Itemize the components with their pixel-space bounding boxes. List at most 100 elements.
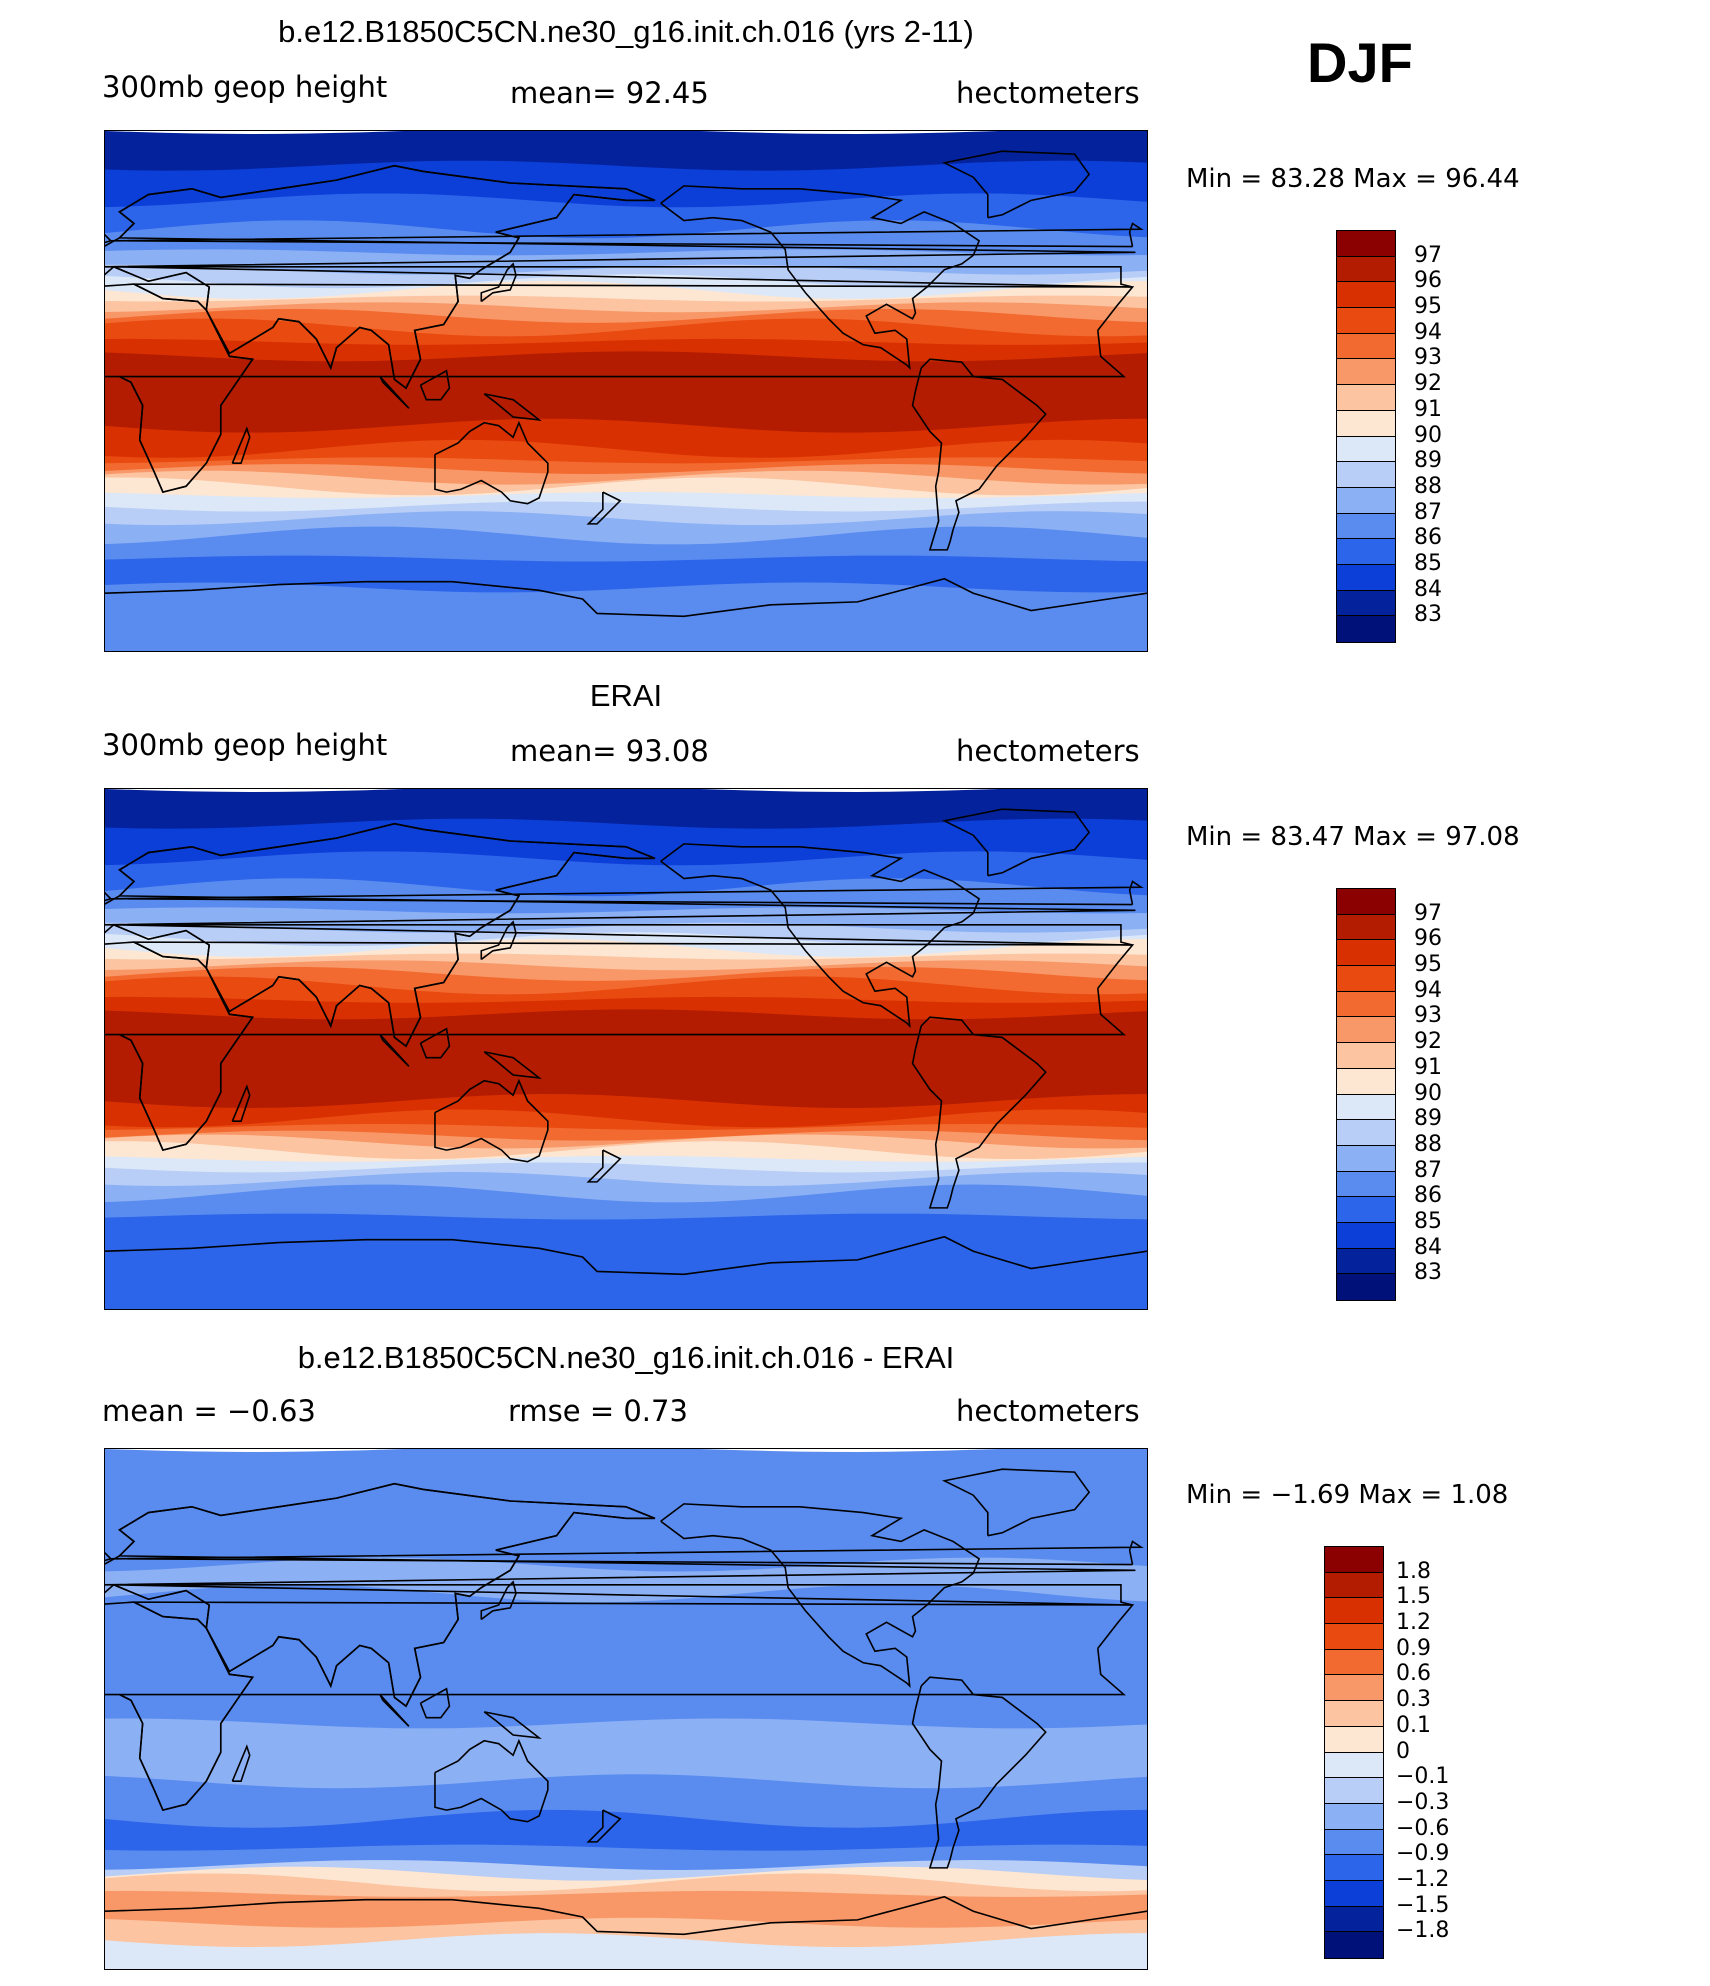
colorbar-swatch xyxy=(1324,1597,1384,1625)
colorbar-swatch xyxy=(1336,563,1396,592)
colorbar-swatch xyxy=(1336,1144,1396,1173)
colorbar-label: 1.8 xyxy=(1396,1558,1431,1584)
coastline xyxy=(105,1601,255,1812)
coastline xyxy=(660,1503,981,1689)
colorbar-label: 91 xyxy=(1414,1054,1442,1080)
coastline xyxy=(434,1078,549,1163)
colorbar-swatch xyxy=(1336,1016,1396,1044)
coastline xyxy=(110,880,1144,906)
coastline xyxy=(110,222,1144,248)
colorbar-swatch xyxy=(1336,1042,1396,1070)
colorbar-swatch xyxy=(1324,1725,1384,1753)
panel-1-map xyxy=(104,130,1148,652)
colorbar-swatch xyxy=(1336,1119,1396,1147)
coastline xyxy=(105,941,255,1152)
colorbar-swatch xyxy=(1336,913,1396,941)
coastline xyxy=(105,1482,656,1708)
colorbar-swatch xyxy=(1336,409,1396,437)
colorbar-swatch xyxy=(1336,230,1396,258)
coastline xyxy=(480,920,517,961)
colorbar-label: 95 xyxy=(1414,952,1442,978)
coastline xyxy=(941,808,1091,877)
coastline xyxy=(941,150,1091,219)
colorbar-swatch xyxy=(1336,332,1396,360)
coastline xyxy=(480,262,517,303)
colorbar-swatch xyxy=(1336,255,1396,283)
coastline xyxy=(660,843,981,1029)
colorbar-label: 88 xyxy=(1414,1131,1442,1157)
coastline xyxy=(911,358,1047,551)
colorbar-label: 1.5 xyxy=(1396,1584,1431,1610)
colorbar-label: 94 xyxy=(1414,977,1442,1003)
contour-band xyxy=(105,1240,1147,1309)
colorbar-label: 94 xyxy=(1414,319,1442,345)
colorbar-label: 85 xyxy=(1414,550,1442,576)
colorbar-swatch xyxy=(1336,512,1396,540)
colorbar-label: 91 xyxy=(1414,396,1442,422)
coastline xyxy=(105,283,255,494)
colorbar-swatch xyxy=(1336,1221,1396,1250)
coastline xyxy=(231,1084,251,1123)
panel-1-colorbar: 97 96 95 94 93 92 91 90 89 88 87 86 85 84 83 xyxy=(1336,230,1442,643)
panel-3-units-label: hectometers xyxy=(956,1394,1140,1428)
colorbar-swatch xyxy=(1324,1571,1384,1599)
colorbar-swatch xyxy=(1324,1623,1384,1651)
contour-band xyxy=(105,1648,1147,1734)
panel-3-colorbar: 1.8 1.5 1.2 0.9 0.6 0.3 0.1 0 −0.1 −0.3 −0.6 −0.9 −1… xyxy=(1324,1546,1449,1959)
colorbar-label: 95 xyxy=(1414,294,1442,320)
colorbar-swatch xyxy=(1336,888,1396,916)
colorbar-label: 87 xyxy=(1414,1157,1442,1183)
colorbar-label: 97 xyxy=(1414,900,1442,926)
colorbar-swatch xyxy=(1324,1674,1384,1702)
panel-3-map xyxy=(104,1448,1148,1970)
colorbar-swatch xyxy=(1324,1879,1384,1908)
panel-1-mean-label: mean= 92.45 xyxy=(510,76,709,110)
colorbar-label: 0.3 xyxy=(1396,1687,1431,1713)
contour-band xyxy=(105,1449,1147,1540)
colorbar-swatch xyxy=(1336,589,1396,617)
colorbar-swatch xyxy=(1324,1700,1384,1728)
coastline xyxy=(419,1027,451,1059)
colorbar-label: 87 xyxy=(1414,499,1442,525)
coastline xyxy=(483,1711,542,1739)
colorbar-label: −1.2 xyxy=(1396,1866,1450,1892)
colorbar-label: 96 xyxy=(1414,926,1442,952)
contour-band xyxy=(105,1774,1147,1829)
colorbar-swatch xyxy=(1336,1273,1396,1301)
contour-band xyxy=(105,1917,1147,1951)
colorbar-label: 0.6 xyxy=(1396,1661,1431,1687)
colorbar-swatch xyxy=(1336,1093,1396,1121)
panel-1-min-max: Min = 83.28 Max = 96.44 xyxy=(1186,164,1520,194)
colorbar-swatch xyxy=(1336,281,1396,309)
coastline xyxy=(105,822,656,1048)
coastline xyxy=(231,426,251,465)
contour-band xyxy=(105,1718,1147,1792)
colorbar-swatch xyxy=(1336,461,1396,489)
colorbar-swatch xyxy=(1336,538,1396,566)
coastline xyxy=(419,369,451,401)
contour-band xyxy=(105,1890,1147,1933)
coastline xyxy=(911,1676,1047,1869)
colorbar-label: 0 xyxy=(1396,1738,1410,1764)
panel-3-min-max: Min = −1.69 Max = 1.08 xyxy=(1186,1480,1509,1510)
coastline xyxy=(379,1034,410,1067)
coastline xyxy=(911,1016,1047,1209)
colorbar-swatch xyxy=(1336,965,1396,993)
colorbar-swatch xyxy=(1336,435,1396,463)
colorbar-swatch xyxy=(1336,615,1396,643)
contour-band xyxy=(105,1933,1147,1969)
colorbar-swatch xyxy=(1324,1854,1384,1882)
panel-2-colorbar: 97 96 95 94 93 92 91 90 89 88 87 86 85 84 83 xyxy=(1336,888,1442,1301)
coastline xyxy=(110,1540,1144,1566)
colorbar-label: 93 xyxy=(1414,345,1442,371)
colorbar-label: 86 xyxy=(1414,525,1442,551)
coastline xyxy=(379,376,410,409)
colorbar-label: 92 xyxy=(1414,1029,1442,1055)
coastline xyxy=(660,185,981,371)
colorbar-label: 96 xyxy=(1414,268,1442,294)
colorbar-label: 89 xyxy=(1414,448,1442,474)
coastline xyxy=(483,393,542,421)
coastline xyxy=(105,164,656,390)
panel-2-map-field xyxy=(105,789,1147,1309)
panel-1-variable-label: 300mb geop height xyxy=(102,70,388,104)
